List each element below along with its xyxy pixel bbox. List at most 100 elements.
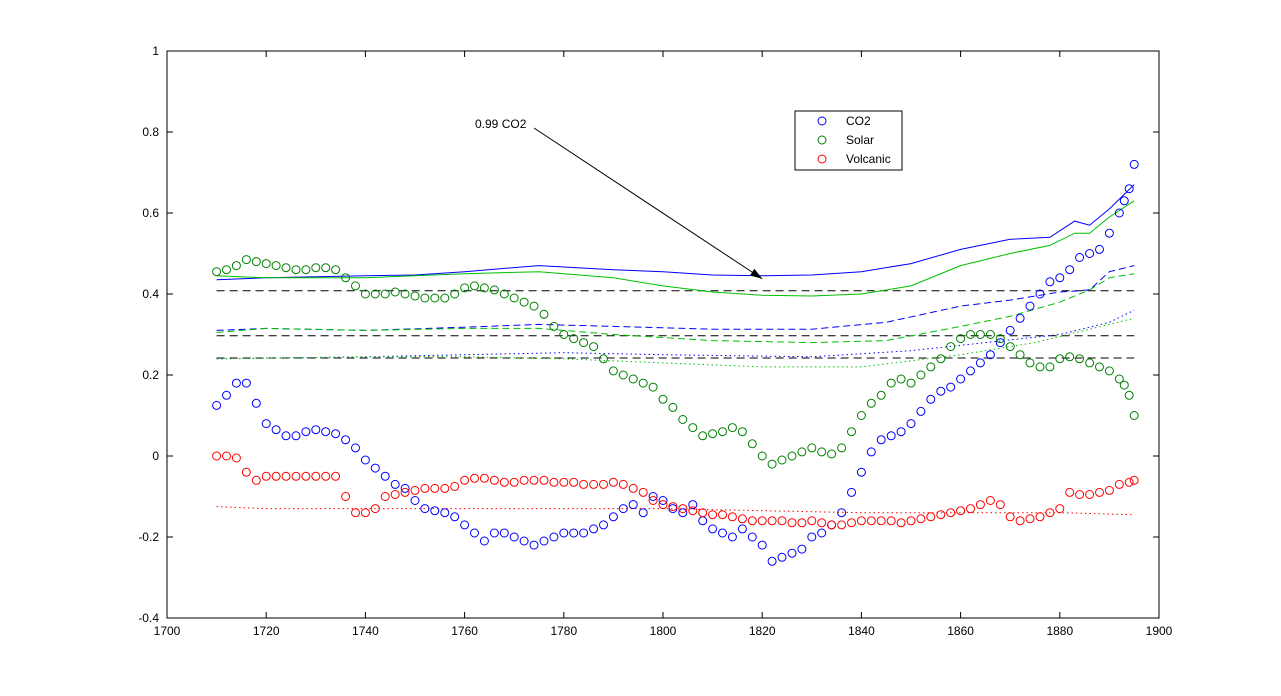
data-point [946,508,956,518]
data-point [787,548,797,558]
data-point [648,496,658,505]
data-point [658,500,668,510]
data-point [896,427,906,437]
data-point [797,544,807,554]
data-point [251,257,261,267]
data-point [420,483,430,493]
data-point [926,394,936,404]
data-point [1075,253,1085,262]
data-point [747,516,757,526]
data-point [975,500,985,510]
data-point [966,330,975,339]
y-tick-label: 0.8 [142,125,159,139]
data-point [608,512,618,522]
data-point [460,520,470,530]
data-point [529,301,539,311]
data-point [231,453,241,463]
data-point [509,477,519,487]
data-point [341,273,351,283]
data-point [341,492,351,501]
x-tick-label: 1840 [848,624,875,638]
data-point [1025,301,1035,311]
data-point [430,293,440,303]
annotation-text: 0.99 CO2 [475,117,527,131]
data-point [658,394,668,404]
data-point [1025,358,1035,368]
data-point [539,475,549,485]
x-tick-label: 1800 [650,624,677,638]
data-point [1055,273,1065,283]
data-point [638,378,648,388]
data-point [896,374,906,384]
data-point [271,261,281,271]
annotation-arrowhead [749,268,763,279]
data-point [271,425,281,435]
data-point [807,516,817,526]
data-point [450,481,460,491]
legend-label-volcanic: Volcanic [846,152,891,166]
data-point [668,402,678,412]
data-point [1129,475,1139,485]
plot-area [166,50,1160,619]
data-point [896,518,906,528]
data-point [906,378,916,388]
data-point [370,463,380,473]
data-point [489,475,499,485]
data-point [281,471,291,481]
data-point [281,263,291,273]
data-point [817,528,827,538]
data-point [966,366,975,376]
data-point [1104,366,1114,376]
data-point [400,483,410,493]
data-point [995,334,1005,344]
data-point [360,455,370,465]
model-line-dashed [216,273,1135,344]
series-volcanic [212,451,1139,530]
data-point [291,265,301,275]
data-point [370,504,380,514]
data-point [876,390,886,400]
x-tick-label: 1780 [550,624,577,638]
data-point [678,415,688,424]
data-point [1129,411,1139,420]
data-point [509,293,519,303]
data-point [360,508,370,518]
data-point [698,431,708,441]
data-point [708,510,718,520]
data-point [628,500,638,510]
data-point [757,516,767,526]
data-point [787,518,797,528]
data-point [847,518,856,528]
data-point [1095,362,1104,372]
data-point [807,532,817,542]
data-point [261,471,271,481]
legend-marker-volcanic [817,154,827,164]
data-point [599,520,608,530]
data-point [499,528,509,538]
legend-marker-co2 [817,116,827,126]
data-point [390,287,400,297]
data-point [827,520,837,530]
data-point [222,390,231,400]
data-point [936,354,946,364]
data-point [539,309,549,319]
data-point [579,528,589,538]
model-line-dotted [216,309,1135,360]
data-point [985,330,995,339]
x-tick-label: 1700 [154,624,181,638]
data-point [618,479,628,489]
data-point [212,400,222,410]
data-point [767,459,777,469]
data-point [797,518,807,528]
data-point [1055,354,1065,364]
data-point [271,471,281,481]
data-point [1114,479,1124,489]
data-point [261,259,271,269]
data-point [817,518,827,528]
data-point [1035,512,1045,522]
data-point [1045,277,1055,287]
data-point [430,506,440,516]
data-point [410,291,420,301]
data-point [1065,352,1075,362]
data-point [1129,159,1139,169]
